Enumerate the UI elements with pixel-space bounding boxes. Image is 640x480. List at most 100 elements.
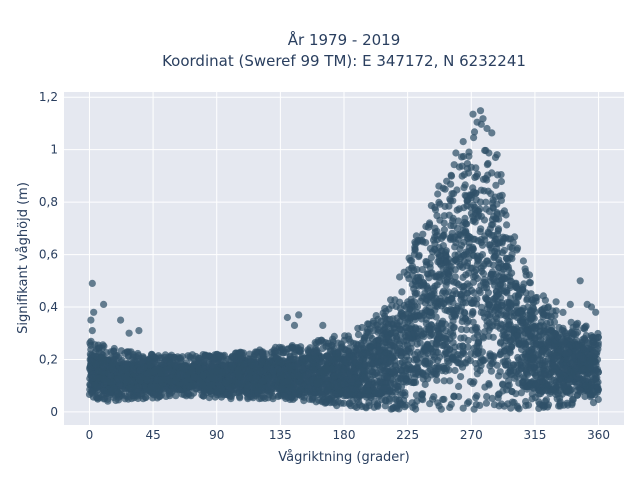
data-point xyxy=(514,370,522,378)
data-point xyxy=(525,278,534,286)
data-point xyxy=(361,361,369,369)
data-point xyxy=(449,329,457,337)
data-point xyxy=(463,318,471,327)
data-point xyxy=(269,395,277,403)
data-point xyxy=(391,395,399,403)
data-point xyxy=(362,350,370,358)
data-point xyxy=(534,356,542,364)
data-point xyxy=(575,351,583,359)
data-point xyxy=(483,124,491,133)
data-point xyxy=(517,358,525,366)
data-point xyxy=(460,308,469,316)
data-point xyxy=(535,322,543,330)
data-point xyxy=(491,294,499,302)
data-point xyxy=(431,364,439,372)
data-point xyxy=(499,380,507,388)
data-point xyxy=(464,336,472,345)
data-point xyxy=(329,335,337,343)
data-point xyxy=(494,171,502,179)
data-point xyxy=(493,151,501,159)
data-point xyxy=(166,360,175,368)
data-point xyxy=(397,367,405,375)
data-point xyxy=(582,332,590,340)
data-point xyxy=(480,187,488,195)
data-point xyxy=(248,392,256,400)
data-point xyxy=(441,202,449,210)
data-point xyxy=(431,282,439,290)
data-point xyxy=(482,198,490,206)
data-point xyxy=(210,355,218,363)
data-point xyxy=(463,202,471,210)
data-point xyxy=(88,387,96,395)
data-point xyxy=(499,281,507,289)
data-point xyxy=(454,217,462,225)
data-point xyxy=(472,172,481,181)
data-point xyxy=(555,330,564,338)
data-point xyxy=(502,325,510,333)
data-point xyxy=(497,177,505,186)
data-point xyxy=(476,288,484,297)
data-point xyxy=(312,345,320,353)
data-point xyxy=(593,348,601,356)
data-point xyxy=(426,326,434,334)
data-point xyxy=(459,342,467,350)
data-point xyxy=(108,378,116,386)
data-point xyxy=(578,367,586,375)
data-point xyxy=(474,339,482,347)
data-point xyxy=(556,362,564,370)
data-point xyxy=(437,302,446,310)
data-point xyxy=(445,270,453,278)
data-point xyxy=(503,221,511,229)
data-point xyxy=(446,377,454,385)
data-point xyxy=(375,346,384,354)
data-point xyxy=(490,253,499,261)
data-point xyxy=(383,373,391,381)
data-point xyxy=(161,366,170,374)
data-point xyxy=(457,373,465,381)
chart-title-line-2: Koordinat (Sweref 99 TM): E 347172, N 62… xyxy=(162,52,526,70)
data-point xyxy=(527,290,535,298)
data-point xyxy=(422,239,430,247)
data-point xyxy=(440,226,448,234)
data-point xyxy=(470,334,478,342)
data-point xyxy=(228,352,236,360)
data-point xyxy=(517,389,526,397)
data-point xyxy=(541,361,549,369)
data-point xyxy=(465,152,473,160)
data-point xyxy=(451,266,459,274)
data-point xyxy=(475,211,483,219)
data-point xyxy=(478,303,486,311)
data-point xyxy=(505,381,513,389)
data-point xyxy=(488,394,496,402)
data-point xyxy=(549,307,557,315)
data-point xyxy=(340,399,348,407)
data-point xyxy=(489,333,497,341)
data-point xyxy=(448,295,456,303)
data-point xyxy=(502,234,510,242)
data-point xyxy=(590,375,598,384)
data-point xyxy=(394,377,402,386)
data-point xyxy=(419,396,427,404)
data-point xyxy=(541,397,549,405)
data-point xyxy=(347,338,355,346)
data-point xyxy=(470,134,478,142)
data-point xyxy=(459,152,468,161)
data-point xyxy=(557,375,565,383)
data-point xyxy=(485,149,493,157)
data-point xyxy=(147,383,155,391)
data-point xyxy=(469,110,477,118)
data-point xyxy=(501,311,509,319)
data-point xyxy=(270,346,278,354)
data-point xyxy=(405,356,413,364)
data-point xyxy=(435,330,443,338)
data-point xyxy=(485,207,494,215)
data-point xyxy=(190,355,198,363)
data-point xyxy=(451,233,459,241)
data-point xyxy=(508,398,516,406)
data-point xyxy=(366,344,375,352)
data-point xyxy=(509,361,518,369)
data-point xyxy=(373,401,381,409)
data-point xyxy=(410,266,418,274)
data-point xyxy=(496,324,504,332)
data-point xyxy=(305,370,313,378)
